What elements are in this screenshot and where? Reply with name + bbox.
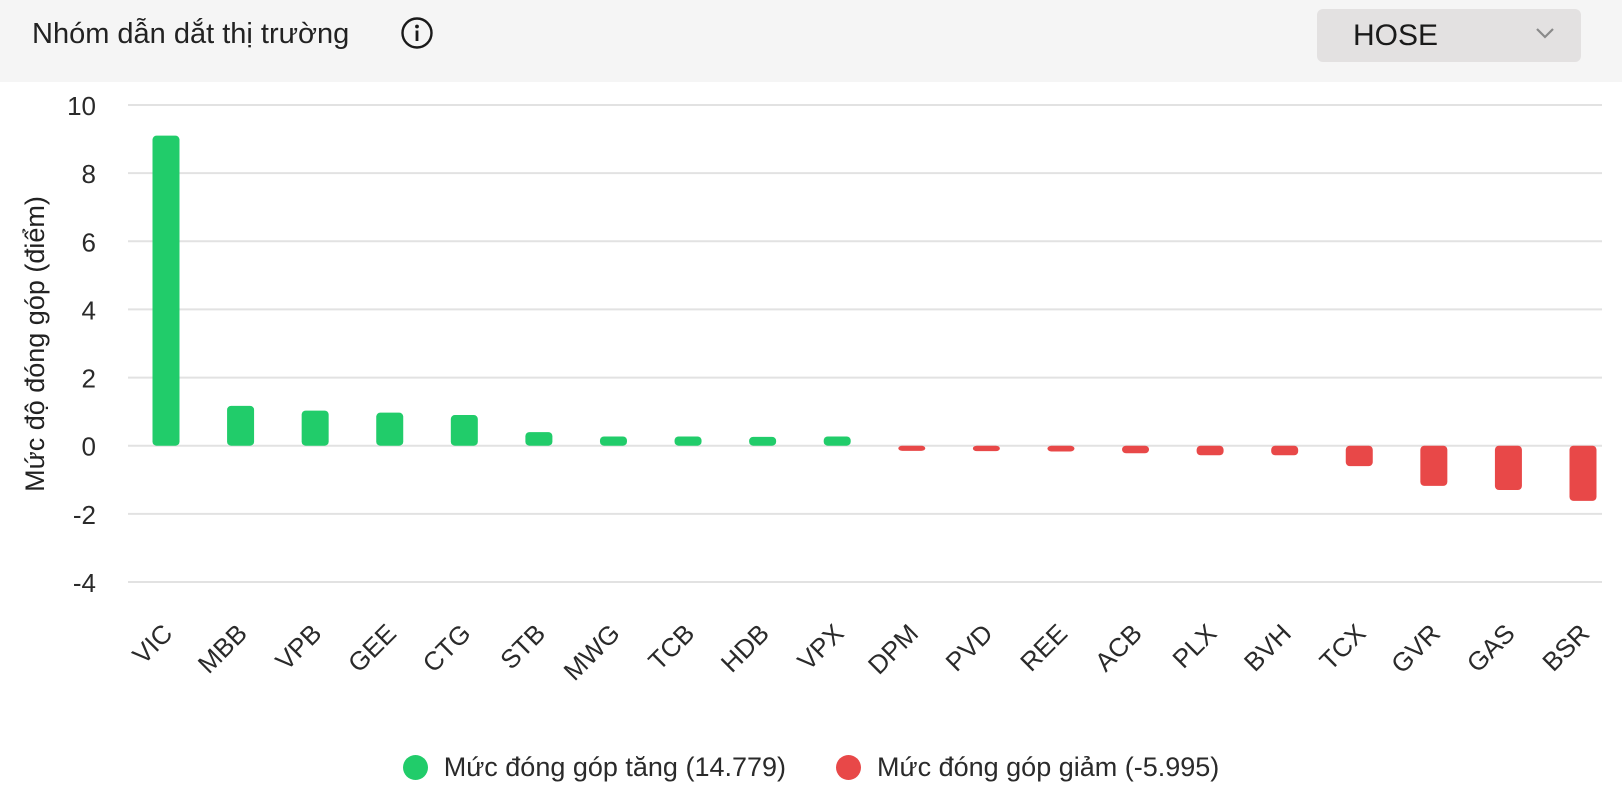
x-axis-ticks: VIC MBB VPB GEE CTG STB MWG TCB HDB VPX DPM PVD REE A… [126, 618, 1595, 686]
legend-dot-increase [402, 754, 428, 780]
bars [152, 135, 1597, 501]
x-tick-label: VPB [269, 618, 327, 676]
bar-dpm[interactable] [898, 445, 926, 451]
bar-bvh[interactable] [1271, 445, 1299, 456]
x-tick-label: MWG [558, 618, 626, 686]
bar-stb[interactable] [525, 432, 553, 446]
x-tick-label: VIC [126, 618, 178, 670]
bar-mbb[interactable] [227, 405, 255, 446]
y-tick-label: 6 [82, 227, 96, 257]
grid-lines [128, 104, 1602, 583]
bar-tcb[interactable] [674, 436, 702, 446]
y-tick-label: 10 [67, 91, 96, 121]
x-tick-label: STB [494, 618, 551, 675]
legend-item-increase[interactable]: Mức đóng góp tăng (14.779) [402, 751, 787, 783]
bar-ree[interactable] [1047, 445, 1075, 452]
bar-gas[interactable] [1494, 445, 1522, 491]
bar-vpx[interactable] [823, 436, 851, 446]
x-tick-label: TCX [1314, 618, 1372, 676]
x-tick-label: MBB [192, 618, 253, 679]
bar-gvr[interactable] [1420, 445, 1448, 486]
y-tick-label: -2 [73, 500, 96, 530]
x-tick-label: GVR [1385, 618, 1446, 679]
exchange-select-value: HOSE [1353, 19, 1439, 52]
bar-plx[interactable] [1196, 445, 1224, 456]
x-tick-label: BVH [1238, 618, 1297, 677]
chart-legend: Mức đóng góp tăng (14.779) Mức đóng góp … [0, 745, 1622, 789]
bar-hdb[interactable] [749, 436, 777, 446]
x-tick-label: PVD [940, 618, 999, 677]
bar-bsr[interactable] [1569, 445, 1597, 501]
x-tick-label: PLX [1166, 618, 1222, 674]
x-tick-label: REE [1014, 618, 1073, 677]
y-tick-label: 2 [82, 364, 96, 394]
legend-dot-decrease [836, 754, 862, 780]
bar-pvd[interactable] [972, 445, 1000, 452]
legend-item-decrease[interactable]: Mức đóng góp giảm (-5.995) [836, 752, 1219, 783]
x-tick-label: HDB [715, 618, 775, 678]
y-tick-label: -4 [73, 568, 96, 598]
bar-tcx[interactable] [1345, 445, 1373, 467]
chart-header: Nhóm dẫn dắt thị trường HOSE [0, 0, 1622, 82]
y-tick-label: 8 [82, 159, 96, 189]
bar-vpb[interactable] [301, 410, 329, 446]
x-tick-label: VPX [791, 618, 849, 676]
bar-gee[interactable] [376, 412, 404, 446]
x-tick-label: ACB [1089, 618, 1148, 677]
bar-acb[interactable] [1122, 445, 1150, 454]
exchange-select[interactable]: HOSE [1317, 9, 1581, 62]
info-circle-icon[interactable] [400, 16, 434, 50]
y-tick-label: 4 [82, 295, 96, 325]
x-tick-label: BSR [1536, 618, 1595, 677]
y-tick-label: 0 [82, 432, 96, 462]
chevron-down-icon [1536, 28, 1554, 39]
x-tick-label: GEE [342, 618, 402, 678]
bar-mwg[interactable] [599, 436, 627, 446]
contribution-bar-chart: 10 8 6 4 2 0 -2 -4 Mức độ đóng góp (điểm) VIC MB… [20, 91, 1602, 686]
bar-vic[interactable] [152, 135, 180, 446]
y-axis-label: Mức độ đóng góp (điểm) [20, 196, 50, 492]
y-axis-ticks: 10 8 6 4 2 0 -2 -4 [67, 91, 96, 598]
x-tick-label: CTG [417, 618, 477, 678]
x-tick-label: DPM [862, 618, 924, 680]
legend-label-decrease: Mức đóng góp giảm (-5.995) [877, 751, 1220, 782]
bar-ctg[interactable] [450, 415, 478, 446]
x-tick-label: GAS [1461, 618, 1521, 678]
legend-label-increase: Mức đóng góp tăng (14.779) [443, 751, 787, 782]
x-tick-label: TCB [642, 618, 700, 676]
page-title: Nhóm dẫn dắt thị trường [32, 18, 350, 50]
